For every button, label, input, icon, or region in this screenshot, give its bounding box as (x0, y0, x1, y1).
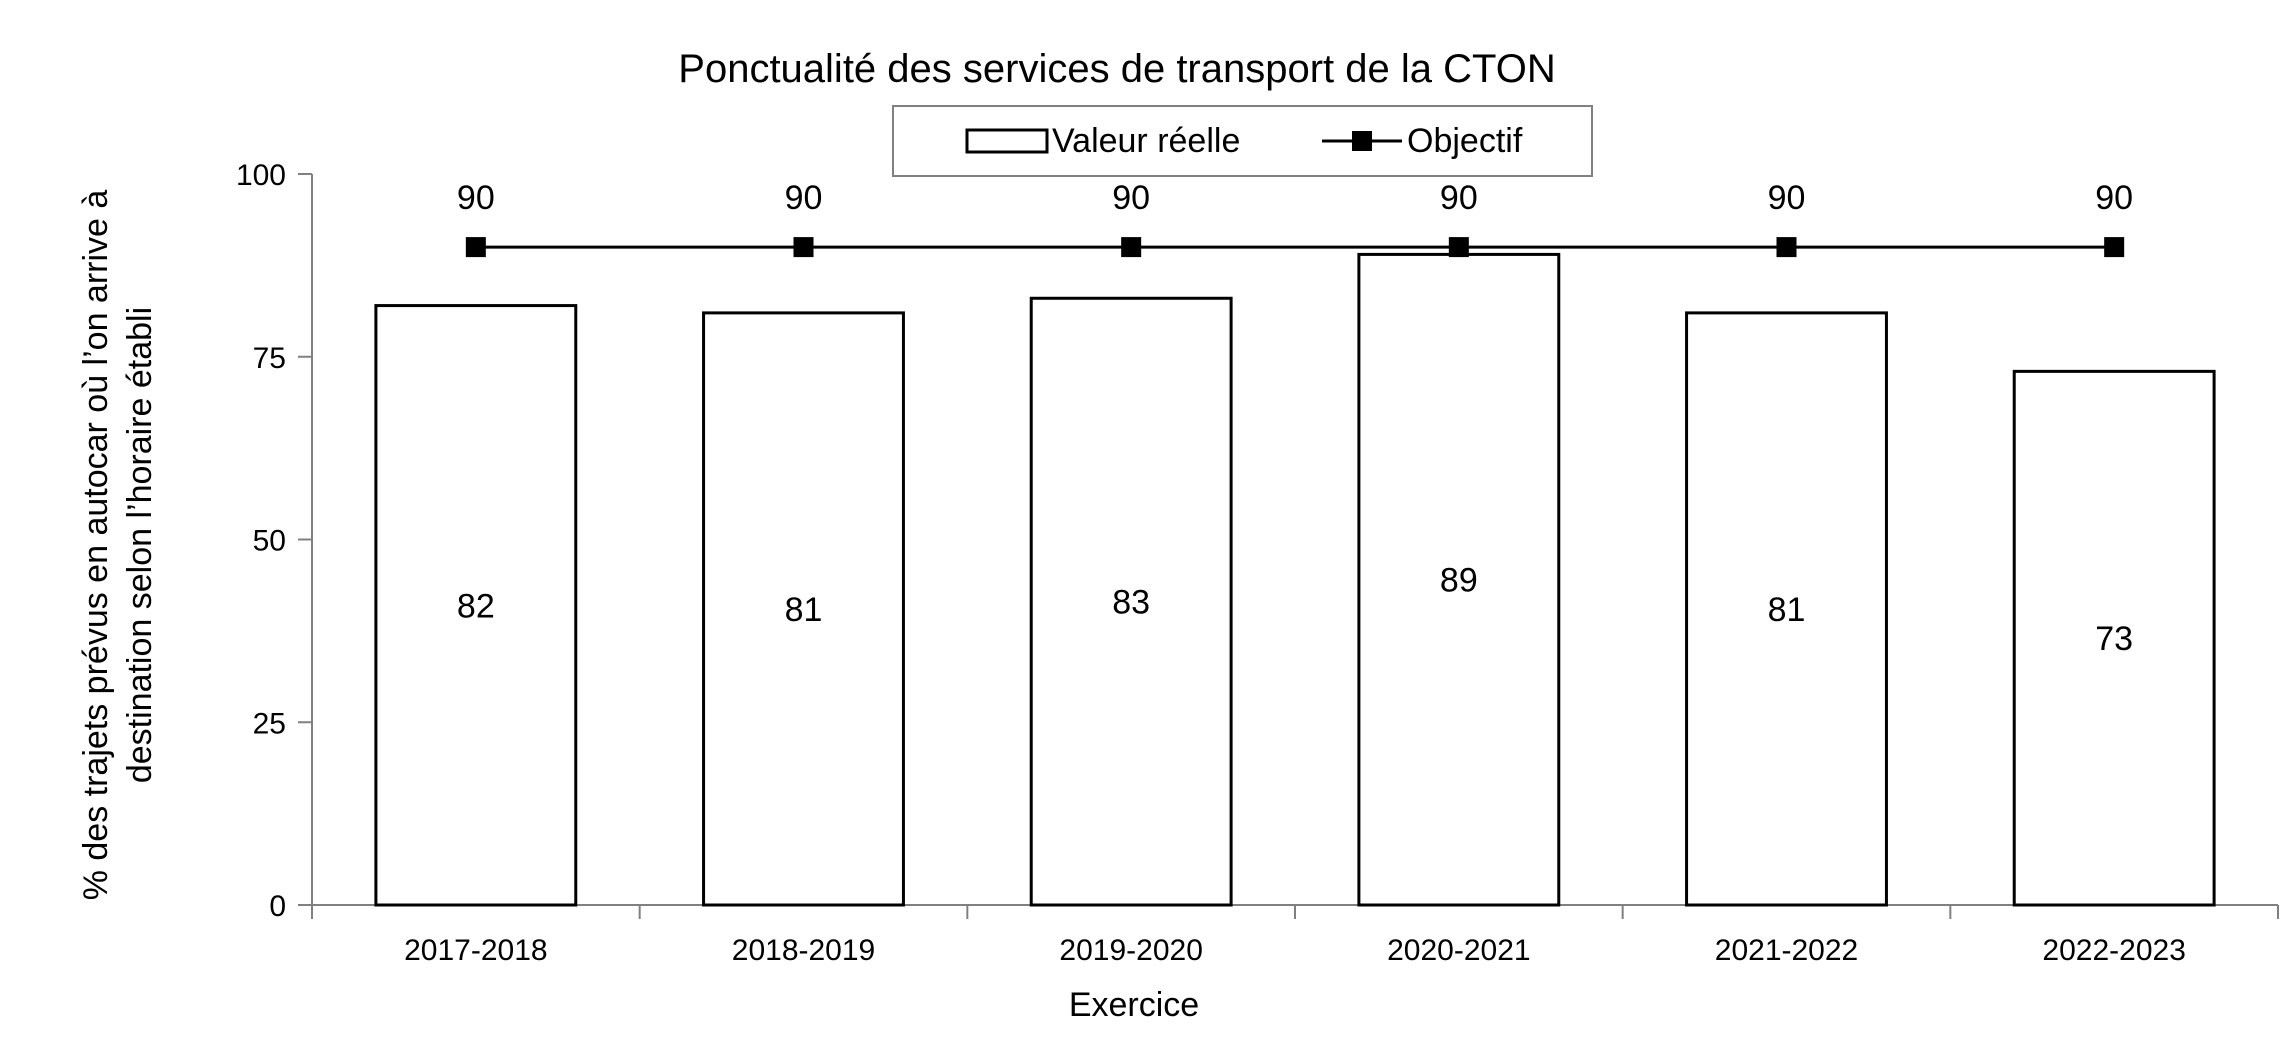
x-tick-label: 2018-2019 (732, 934, 875, 967)
data-labels: 82 2017-2018 81 2018-2019 83 2019-2020 89 2020-… (404, 179, 2186, 967)
bar-value-label: 81 (785, 591, 823, 629)
legend-bar-swatch (965, 128, 1049, 154)
y-axis-title-line-1: % des trajets prévus en autocar où l’on … (77, 190, 115, 901)
target-marker (1121, 237, 1142, 258)
x-tick-label: 2019-2020 (1059, 934, 1202, 967)
y-tick-label: 25 (253, 707, 286, 740)
bar-value-label: 81 (1768, 591, 1806, 629)
y-axis-title-line-2: destination selon l’horaire établi (121, 307, 159, 783)
target-marker (1448, 237, 1469, 258)
bars (374, 252, 2216, 907)
target-value-label: 90 (1112, 179, 1150, 217)
axes: 0 25 50 75 100 (236, 159, 2279, 923)
legend-label-target: Objectif (1407, 122, 1523, 160)
y-tick-label: 100 (236, 159, 286, 192)
legend-label-actual: Valeur réelle (1052, 122, 1240, 160)
y-tick-label: 0 (269, 890, 286, 923)
bar-value-label: 89 (1440, 562, 1478, 600)
target-marker (465, 237, 486, 258)
target-value-label: 90 (1768, 179, 1806, 217)
x-tick-label: 2017-2018 (404, 934, 547, 967)
x-tick-label: 2021-2022 (1715, 934, 1858, 967)
x-tick-label: 2022-2023 (2042, 934, 2185, 967)
bar (1357, 252, 1561, 907)
y-axis-title: % des trajets prévus en autocar où l’on … (77, 190, 159, 901)
target-marker (1776, 237, 1797, 258)
y-tick-label: 50 (253, 525, 286, 558)
bar-value-label: 82 (457, 587, 495, 625)
target-marker (2104, 237, 2125, 258)
bar (702, 311, 905, 907)
legend-square-marker-icon (1352, 131, 1372, 151)
x-axis-title: Exercice (1069, 986, 1199, 1024)
target-marker (793, 237, 814, 258)
target-value-label: 90 (1440, 179, 1478, 217)
target-value-label: 90 (2095, 179, 2133, 217)
legend: Valeur réelle Objectif (892, 105, 1593, 177)
target-value-label: 90 (457, 179, 495, 217)
chart-title: Ponctualité des services de transport de… (678, 47, 1555, 91)
bar-value-label: 83 (1112, 584, 1150, 622)
bar-value-label: 73 (2095, 620, 2133, 658)
target-series (465, 237, 2125, 258)
bar (1029, 296, 1233, 907)
y-tick-label: 75 (253, 342, 286, 375)
bar (374, 304, 578, 907)
target-value-label: 90 (785, 179, 823, 217)
bar (2012, 369, 2216, 907)
bar (1685, 311, 1888, 907)
x-tick-label: 2020-2021 (1387, 934, 1530, 967)
